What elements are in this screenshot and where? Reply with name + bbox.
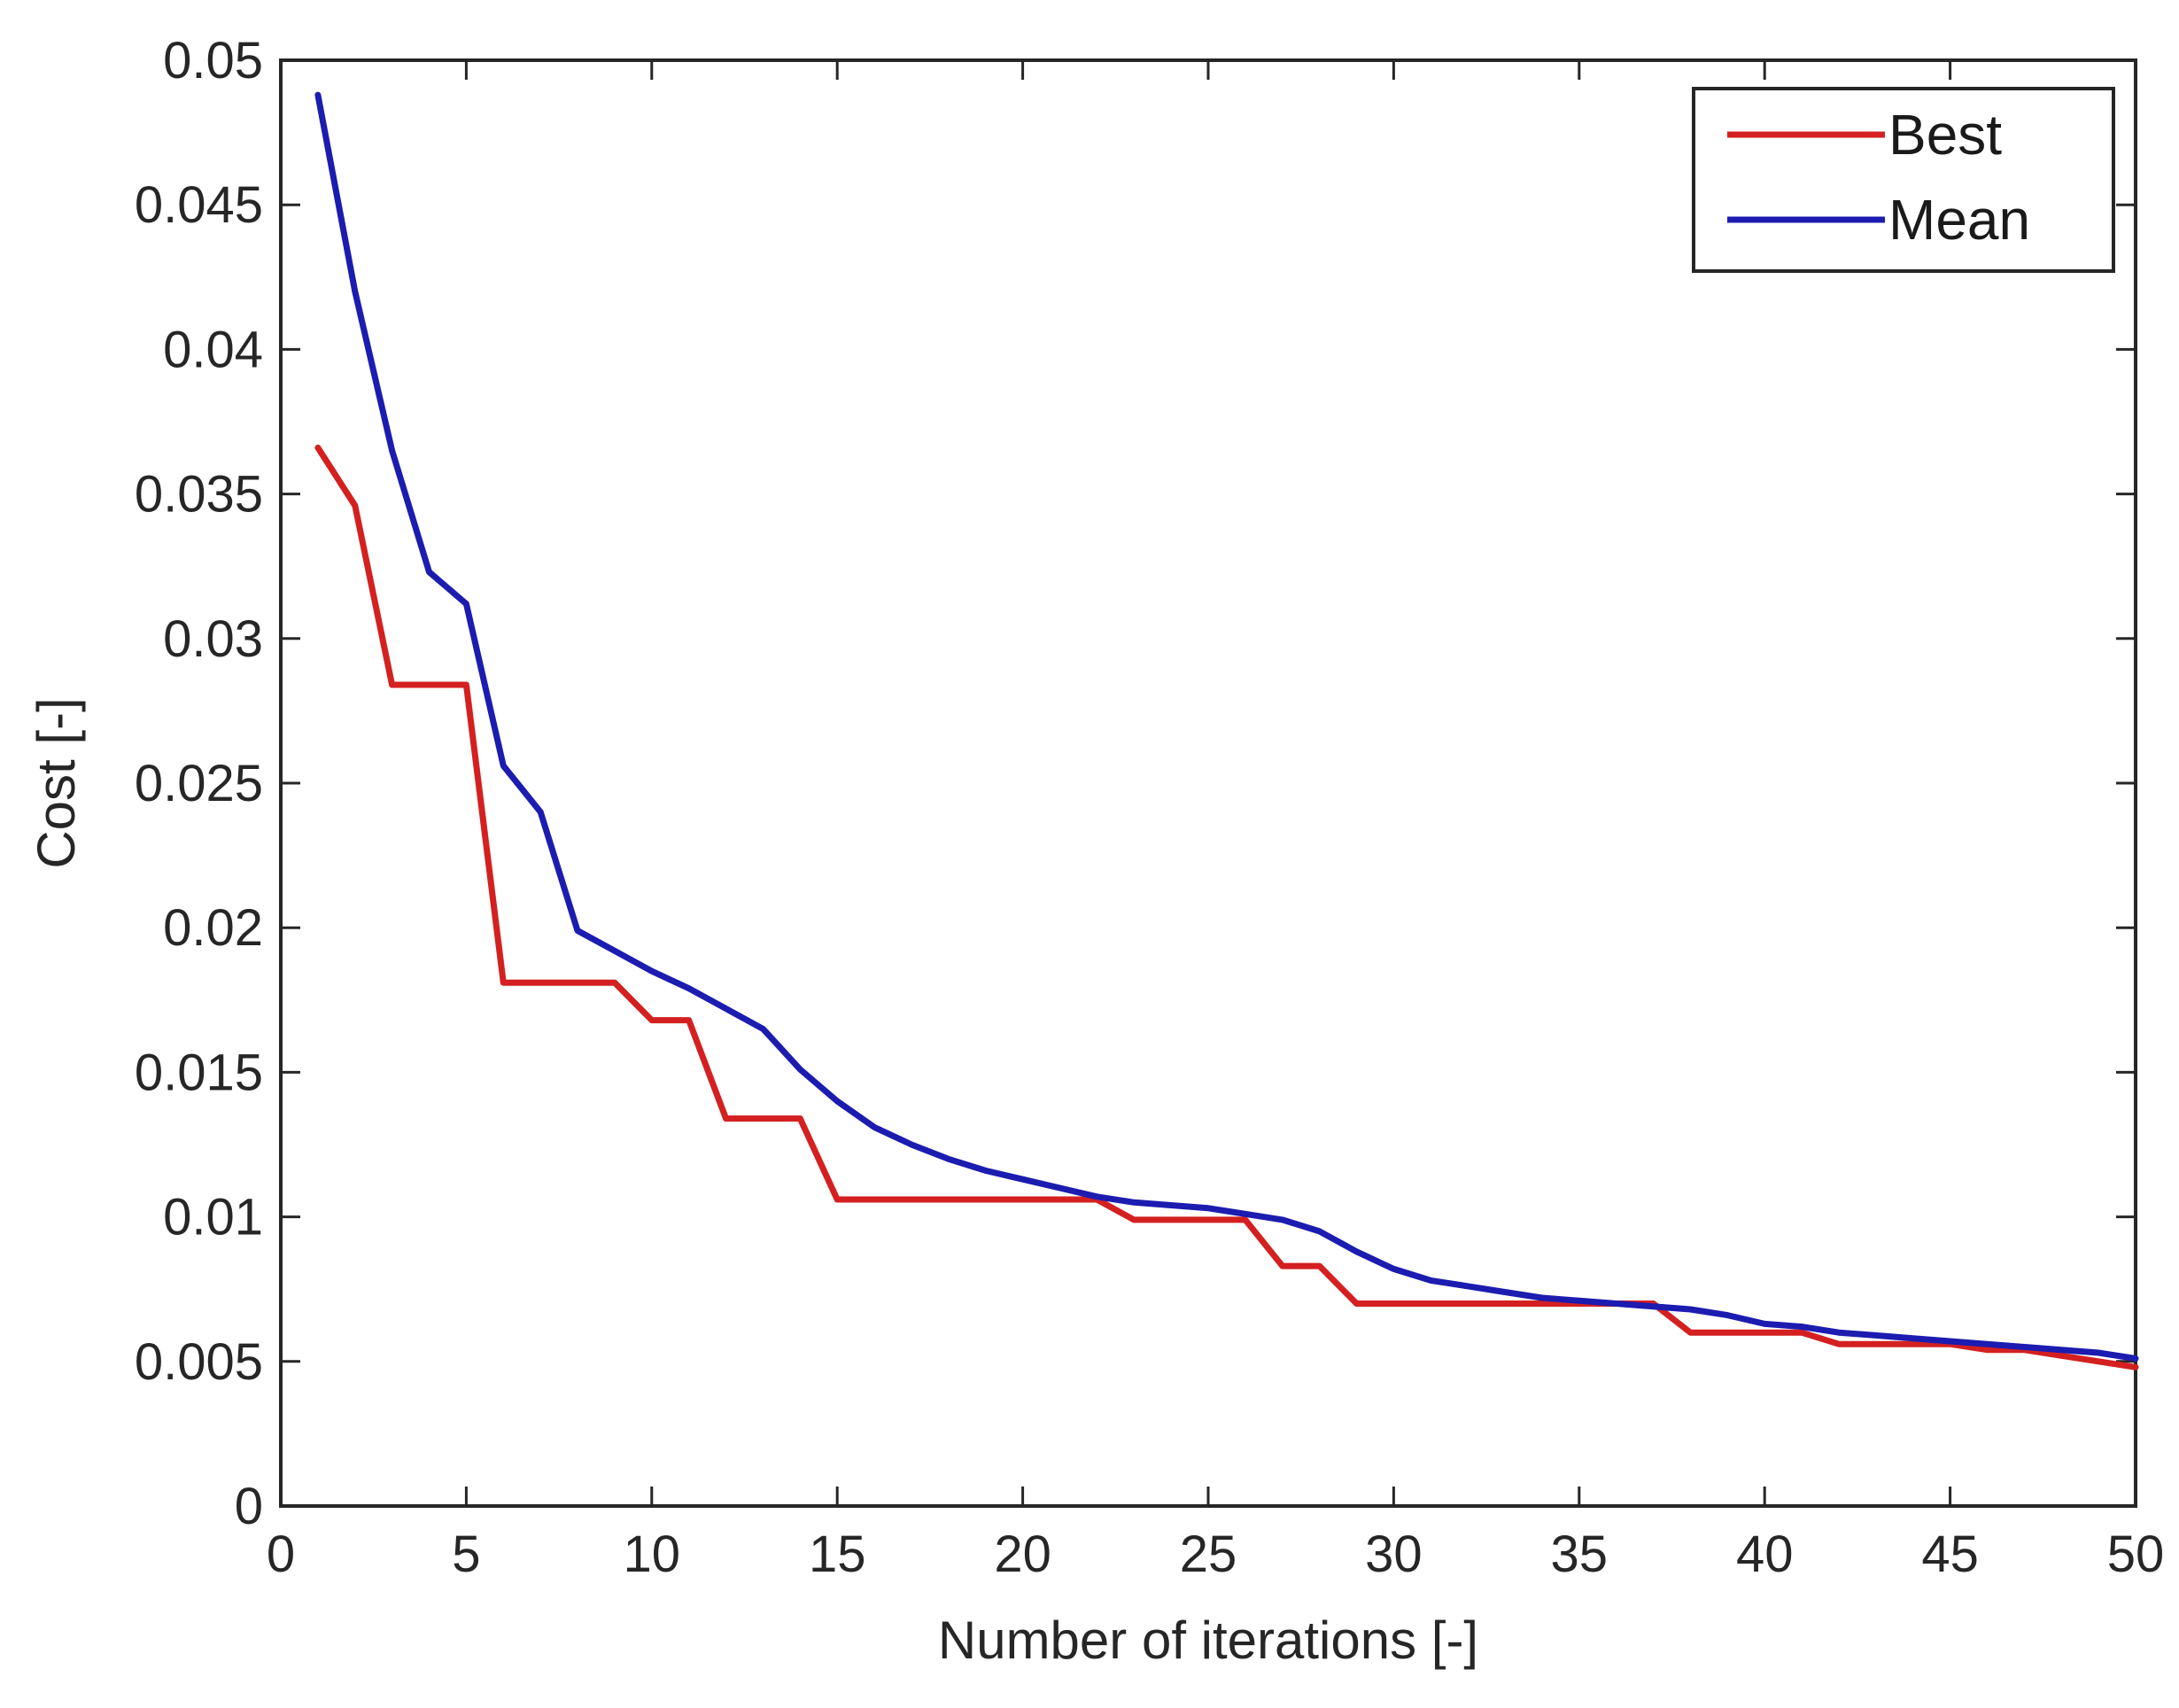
x-tick-label: 35 <box>1551 1526 1609 1583</box>
legend-box <box>1692 87 2115 273</box>
y-tick-label: 0.03 <box>163 610 263 668</box>
series-line-best <box>314 444 2139 1370</box>
plot-area <box>279 58 2137 1508</box>
series-line-mean <box>314 91 2139 1362</box>
y-tick-label: 0.005 <box>135 1333 263 1391</box>
x-tick-label: 20 <box>994 1526 1051 1583</box>
y-tick-label: 0.04 <box>163 321 263 378</box>
y-tick-label: 0.02 <box>163 899 263 957</box>
x-tick-label: 15 <box>809 1526 866 1583</box>
series-layer <box>314 91 2139 1370</box>
x-tick-label: 5 <box>452 1526 480 1583</box>
y-tick-label: 0.035 <box>135 466 263 524</box>
x-tick-label: 10 <box>624 1526 681 1583</box>
x-tick-label: 40 <box>1736 1526 1794 1583</box>
x-tick-label: 25 <box>1180 1526 1237 1583</box>
x-axis-label: Number of iterations [-] <box>938 1611 1478 1670</box>
y-tick-label: 0.025 <box>135 755 263 812</box>
x-tick-label: 0 <box>267 1526 295 1583</box>
x-tick-label: 30 <box>1365 1526 1423 1583</box>
y-tick-label: 0.045 <box>135 176 263 234</box>
legend: Best Mean <box>1692 87 2115 273</box>
y-tick-label: 0.015 <box>135 1044 263 1101</box>
axis-ticks: 0 5 10 15 20 25 30 35 40 45 50 0 0.005 0.01 0.015 0.02 0… <box>135 32 2164 1583</box>
legend-label-mean: Mean <box>1888 188 2030 252</box>
y-tick-label: 0.01 <box>163 1189 263 1246</box>
x-tick-label: 50 <box>2107 1526 2165 1583</box>
legend-label-best: Best <box>1888 103 2002 167</box>
y-axis-label: Cost [-] <box>27 697 86 868</box>
y-tick-label: 0 <box>235 1478 263 1535</box>
x-tick-label: 45 <box>1921 1526 1979 1583</box>
y-tick-label: 0.05 <box>163 32 263 89</box>
